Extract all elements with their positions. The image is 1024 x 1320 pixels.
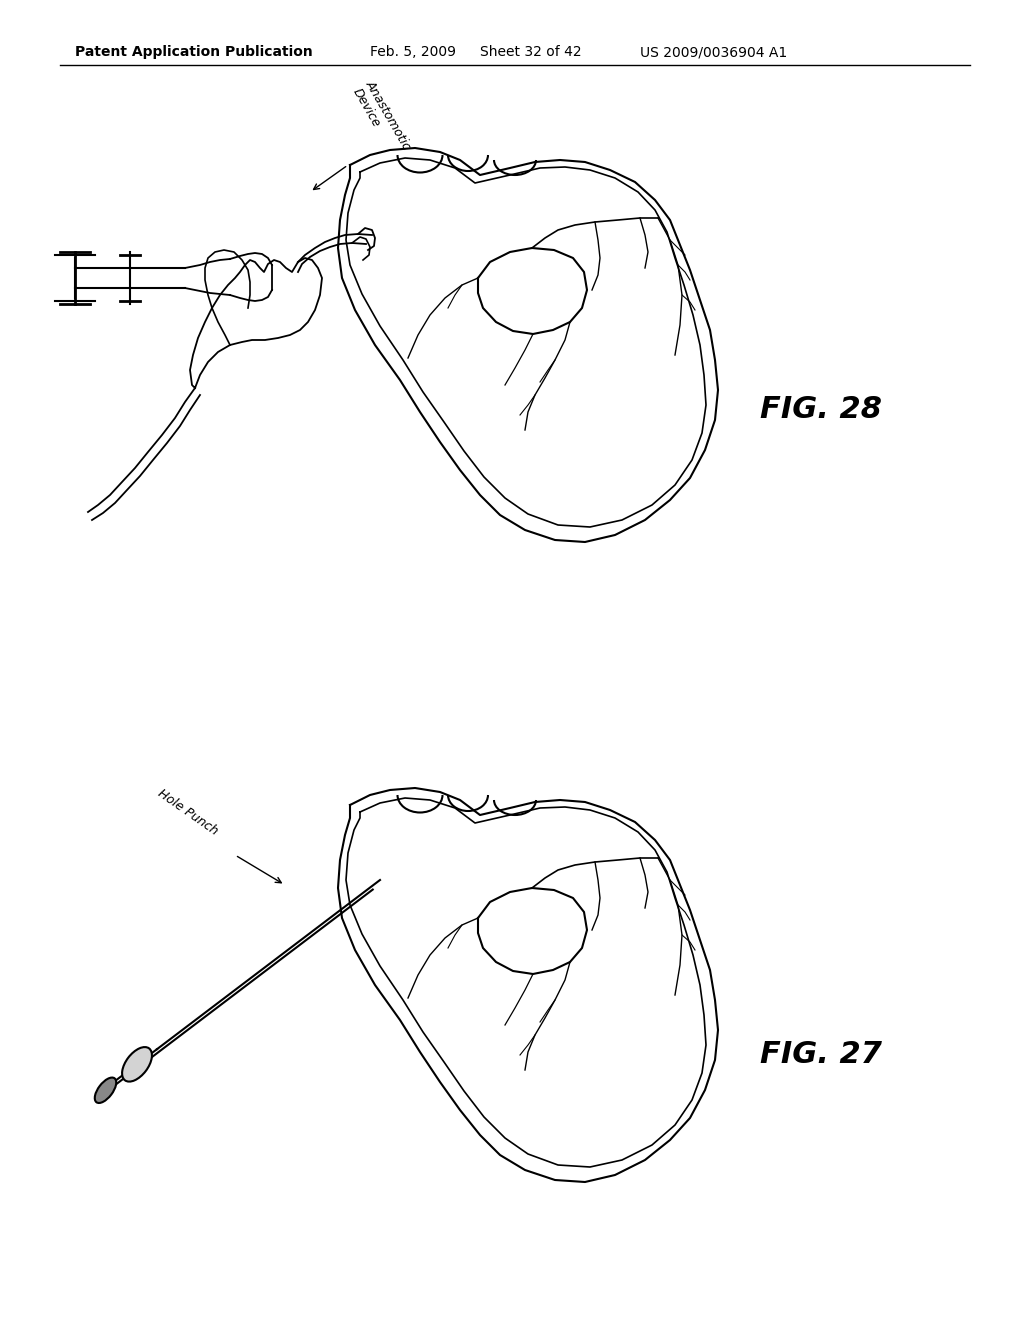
Text: Patent Application Publication: Patent Application Publication (75, 45, 312, 59)
Text: FIG. 28: FIG. 28 (760, 395, 882, 424)
Text: Feb. 5, 2009: Feb. 5, 2009 (370, 45, 456, 59)
Text: US 2009/0036904 A1: US 2009/0036904 A1 (640, 45, 787, 59)
Text: Anastomotic
Device: Anastomotic Device (350, 78, 414, 160)
Text: Sheet 32 of 42: Sheet 32 of 42 (480, 45, 582, 59)
Text: Hole Punch: Hole Punch (155, 787, 220, 838)
Text: FIG. 27: FIG. 27 (760, 1040, 882, 1069)
Ellipse shape (122, 1047, 152, 1081)
Ellipse shape (95, 1077, 117, 1104)
